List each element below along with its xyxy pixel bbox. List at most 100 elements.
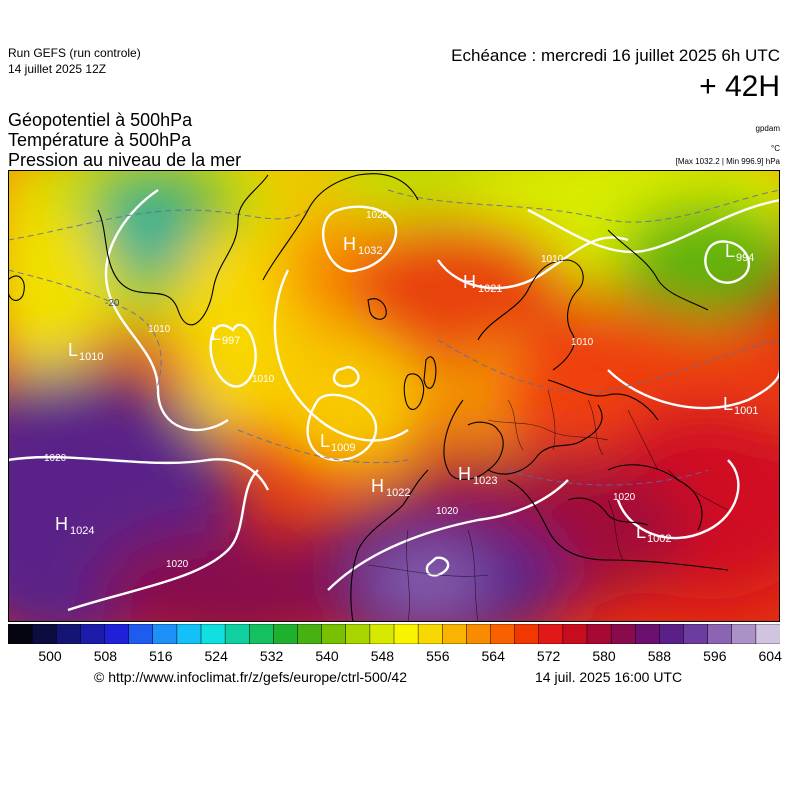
pressure-center-value: 994 [736,252,754,264]
pressure-center-value: 1001 [734,405,758,417]
unit-geopotential: gpdam [755,124,780,133]
layer-title-pressure: Pression au niveau de la mer [8,150,242,170]
colorbar-swatch [273,624,299,644]
pressure-center-high: H 1032 [343,234,382,257]
colorbar-swatch [393,624,419,644]
geopotential-field [8,170,780,622]
pressure-center-high: H 1021 [463,272,502,295]
colorbar-swatch [514,624,540,644]
colorbar-swatch [610,624,637,644]
colorbar-label: 580 [592,648,616,664]
colorbar-label: 588 [647,648,672,664]
pressure-center-value: 1010 [79,351,103,363]
pressure-center-letter: L [636,522,646,542]
lead-time: + 42H [699,70,780,103]
pressure-center-low: L 1010 [68,340,103,363]
colorbar-label: 516 [149,648,173,664]
pressure-center-letter: L [723,394,733,414]
isobar-label: 1020 [436,506,459,517]
run-date: 14 juillet 2025 12Z [8,62,107,76]
isobar-label: 1010 [148,324,171,335]
copyright-link[interactable]: © http://www.infoclimat.fr/z/gefs/europe… [94,669,408,685]
pressure-center-value: 1009 [331,442,355,454]
colorbar-swatch [659,624,685,644]
pressure-center-low: L 1002 [636,522,671,545]
colorbar-swatch [369,624,395,644]
colorbar-swatch [345,624,371,644]
isotherm-label: -20 [105,298,120,309]
isobar-label: 1010 [252,374,275,385]
valid-time: Echéance : mercredi 16 juillet 2025 6h U… [451,46,780,65]
layer-title-temperature: Température à 500hPa [8,130,192,150]
pressure-center-letter: L [725,241,735,261]
isobar-label: 1010 [571,337,594,348]
isobar-label: 1010 [541,254,564,265]
colorbar-swatch [538,624,564,644]
country-borders [367,389,729,622]
pressure-center-value: 1002 [647,533,671,545]
pressure-center-value: 1021 [478,283,502,295]
pressure-center-value: 1032 [358,245,382,257]
colorbar-swatch [152,624,178,644]
colorbar-swatch [417,624,444,644]
colorbar-label: 572 [536,648,561,664]
colorbar-swatch [562,624,588,644]
coastlines [8,173,729,622]
pressure-center-low: L 1009 [320,431,355,454]
colorbar-label: 508 [93,648,118,664]
layer-title-geopotential: Géopotentiel à 500hPa [8,110,193,130]
colorbar-swatch [8,624,33,644]
isobar-label: 1020 [613,492,636,503]
pressure-center-letter: L [211,324,221,344]
pressure-center-high: H 1022 [371,476,410,499]
colorbar-swatch [755,624,780,644]
colorbar-swatch [490,624,516,644]
colorbar-swatch [442,624,468,644]
colorbar-swatch [104,624,130,644]
colorbar-label: 596 [703,648,727,664]
colorbar-swatch [586,624,612,644]
colorbar-label: 556 [426,648,450,664]
unit-pressure: [Max 1032.2 | Min 996.9] hPa [675,157,780,166]
pressure-center-letter: H [463,272,476,292]
pressure-center-high: H 1023 [458,464,497,487]
pressure-center-low: L 994 [725,241,754,264]
generated-time: 14 juil. 2025 16:00 UTC [535,669,683,685]
colorbar-label: 500 [38,648,62,664]
colorbar-label: 604 [758,648,782,664]
colorbar-swatch [31,624,58,644]
pressure-center-low: L 997 [211,324,240,347]
pressure-center-letter: L [320,431,330,451]
colorbar-label: 564 [481,648,505,664]
isobar-label: 1020 [166,559,189,570]
colorbar-swatch [128,624,154,644]
colorbar-swatch [297,624,323,644]
pressure-center-letter: H [458,464,471,484]
pressure-center-low: L 1001 [723,394,758,417]
colorbar-swatch [200,624,226,644]
colorbar-label: 524 [204,648,228,664]
pressure-center-letter: H [55,514,68,534]
colorbar-swatch [224,624,251,644]
isobar-labels: 1020 1020 1020 1010 1010 1010 1010 1020 1020 [44,210,636,570]
pressure-center-value: 1023 [473,475,497,487]
colorbar-swatch [635,624,661,644]
colorbar-swatch [321,624,347,644]
colorbar-swatch [56,624,82,644]
colorbar-swatch [683,624,709,644]
colorbar-labels: 500 508 516 524 532 540 548 556 564 572 580 588 596 6… [8,648,782,666]
pressure-center-value: 997 [222,335,240,347]
pressure-center-value: 1022 [386,487,410,499]
colorbar-swatch [731,624,757,644]
colorbar-label: 540 [315,648,339,664]
colorbar-swatch [80,624,106,644]
colorbar-swatch [249,624,275,644]
colorbar-swatch [176,624,202,644]
run-name: Run GEFS (run controle) [8,46,141,60]
colorbar-swatch [466,624,492,644]
colorbar-label: 532 [259,648,284,664]
colorbar-swatch [707,624,733,644]
colorbar-label: 548 [370,648,395,664]
